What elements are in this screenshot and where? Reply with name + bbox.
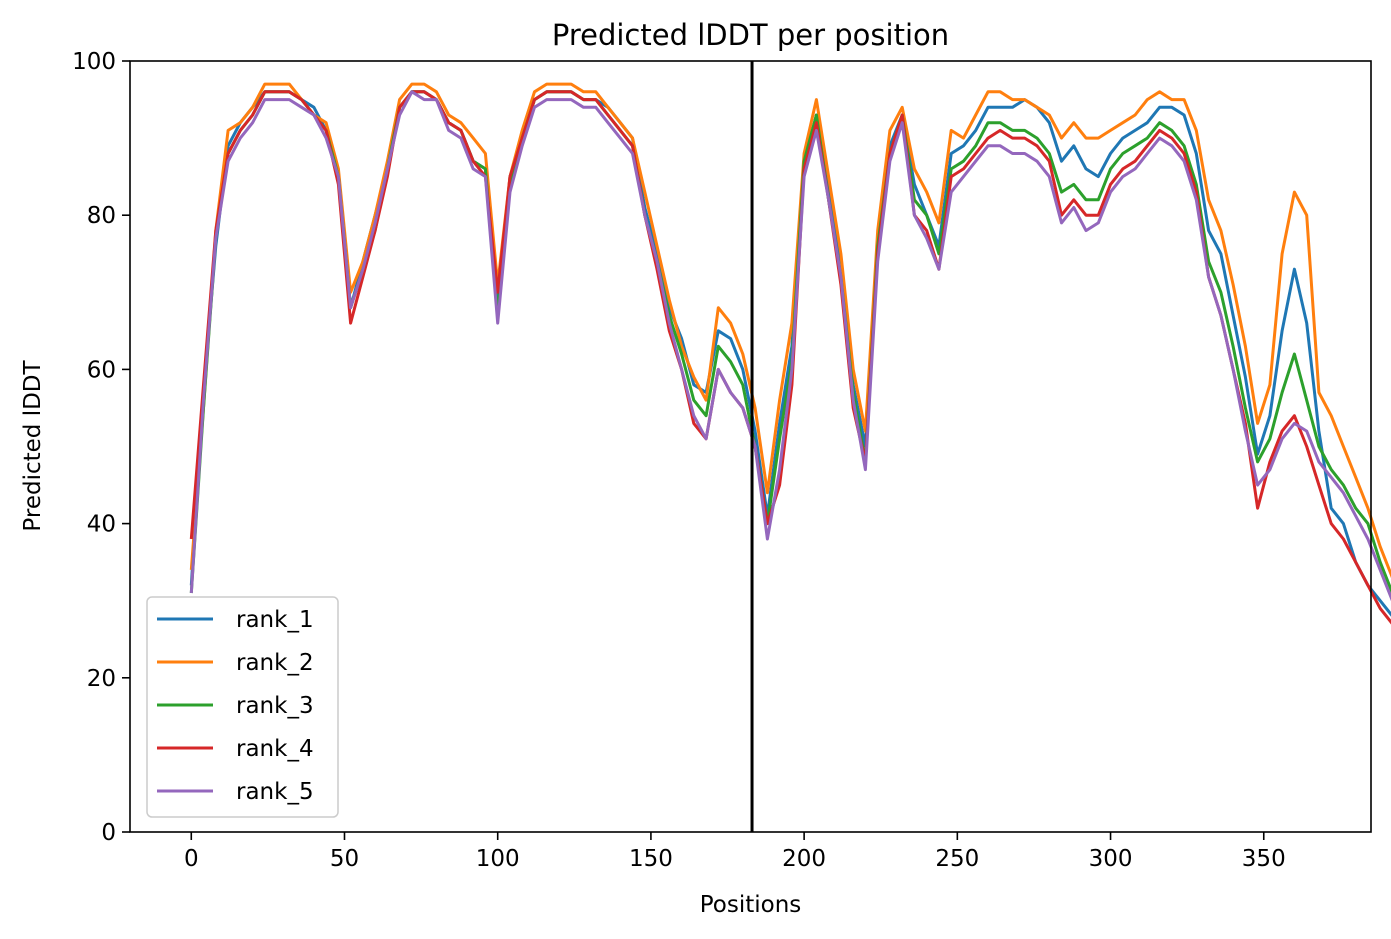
legend-label-rank_4: rank_4 xyxy=(236,736,314,762)
x-tick-label: 200 xyxy=(782,846,826,872)
y-tick-label: 20 xyxy=(87,666,116,692)
x-axis-ticks: 0 50 100 150 200 250 300 350 xyxy=(184,832,1286,872)
legend-frame xyxy=(146,596,339,818)
x-tick-label: 100 xyxy=(476,846,520,872)
plot-frame xyxy=(129,60,1372,833)
x-axis-label: Positions xyxy=(700,892,802,918)
series-line-rank_5 xyxy=(189,90,1391,602)
legend-label-rank_1: rank_1 xyxy=(236,607,314,633)
legend-entries: rank_1 rank_2 rank_3 rank_4 rank_5 xyxy=(157,607,314,805)
y-axis-label: Predicted lDDT xyxy=(20,359,46,531)
y-tick-label: 0 xyxy=(101,820,116,846)
y-axis-ticks: 0 20 40 60 80 100 xyxy=(72,49,130,846)
x-tick-label: 0 xyxy=(184,846,199,872)
legend: rank_1 rank_2 rank_3 rank_4 rank_5 xyxy=(146,596,339,818)
legend-label-rank_2: rank_2 xyxy=(236,650,314,676)
y-tick-label: 80 xyxy=(87,203,116,229)
series-lines xyxy=(189,82,1391,625)
x-tick-label: 300 xyxy=(1089,846,1133,872)
legend-label-rank_5: rank_5 xyxy=(236,779,314,805)
x-tick-label: 250 xyxy=(935,846,979,872)
legend-label-rank_3: rank_3 xyxy=(236,693,314,719)
y-tick-label: 40 xyxy=(87,512,116,538)
y-tick-label: 100 xyxy=(72,49,116,75)
x-tick-label: 350 xyxy=(1242,846,1286,872)
y-tick-label: 60 xyxy=(87,357,116,383)
chart-title: Predicted lDDT per position xyxy=(552,18,949,52)
x-tick-label: 50 xyxy=(330,846,359,872)
x-tick-label: 150 xyxy=(629,846,673,872)
